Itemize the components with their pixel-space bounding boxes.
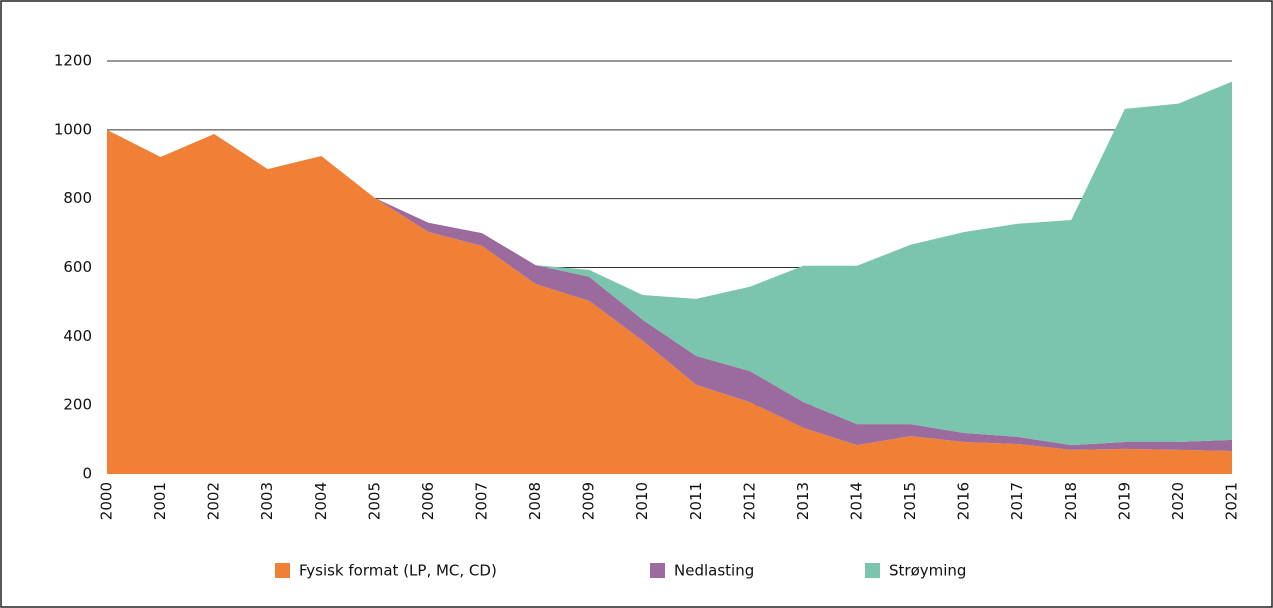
x-tick-label: 2018 [1062, 482, 1080, 520]
y-tick-label: 1200 [54, 52, 92, 70]
area [107, 129, 1232, 475]
x-tick-label: 2002 [205, 482, 223, 520]
x-tick-label: 2003 [258, 482, 276, 520]
x-tick-label: 2021 [1223, 482, 1241, 520]
legend-swatch [275, 563, 290, 578]
legend-label: Nedlasting [674, 562, 754, 580]
x-tick-label: 2016 [955, 482, 973, 520]
x-tick-label: 2009 [580, 482, 598, 520]
y-tick-label: 0 [82, 465, 92, 483]
y-tick-label: 1000 [54, 120, 92, 138]
x-tick-label: 2006 [419, 482, 437, 520]
x-tick-label: 2015 [901, 482, 919, 520]
x-tick-label: 2007 [473, 482, 491, 520]
x-tick-label: 2014 [848, 482, 866, 520]
legend-swatch [650, 563, 665, 578]
x-tick-label: 2000 [98, 482, 116, 520]
y-tick-label: 600 [63, 258, 92, 276]
y-tick-label: 400 [63, 327, 92, 345]
x-tick-label: 2019 [1115, 482, 1133, 520]
x-tick-label: 2011 [687, 482, 705, 520]
legend-swatch [865, 563, 880, 578]
x-tick-label: 2005 [365, 482, 383, 520]
legend-label: Strøyming [889, 562, 966, 580]
x-tick-label: 2013 [794, 482, 812, 520]
x-tick-label: 2001 [151, 482, 169, 520]
y-tick-label: 200 [63, 396, 92, 414]
x-tick-label: 2010 [633, 482, 651, 520]
area [107, 81, 1232, 446]
legend-label: Fysisk format (LP, MC, CD) [299, 562, 497, 580]
x-tick-label: 2008 [526, 482, 544, 520]
y-tick-label: 800 [63, 189, 92, 207]
x-tick-label: 2004 [312, 482, 330, 520]
x-tick-label: 2020 [1169, 482, 1187, 520]
x-tick-label: 2017 [1008, 482, 1026, 520]
x-tick-label: 2012 [740, 482, 758, 520]
